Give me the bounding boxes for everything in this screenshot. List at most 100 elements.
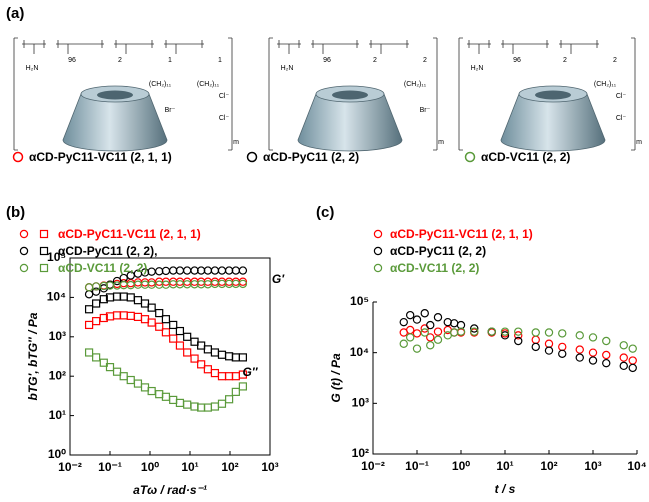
repeat-unit: [559, 40, 599, 54]
data-point: [190, 280, 199, 289]
data-point: [588, 356, 598, 365]
data-point: [238, 382, 247, 391]
data-point: [231, 266, 241, 275]
chem-label: m: [438, 139, 444, 146]
data-point: [514, 327, 523, 336]
data-point: [225, 395, 234, 404]
chem-label: (CH₂)₁₁: [149, 81, 172, 88]
data-point: [91, 282, 101, 291]
data-point: [412, 329, 422, 338]
data-point: [155, 390, 164, 399]
data-point: [426, 320, 435, 330]
chem-label: H₂N: [281, 65, 294, 72]
data-point: [433, 335, 443, 344]
chem-label: Cl⁻: [219, 115, 230, 122]
data-point: [183, 332, 192, 341]
data-point: [449, 328, 459, 337]
data-point: [531, 342, 540, 352]
data-point: [84, 290, 94, 299]
chem-label: Cl⁻: [616, 115, 627, 122]
data-point: [217, 399, 227, 408]
data-point: [217, 350, 227, 359]
data-point: [140, 383, 150, 392]
data-point: [628, 363, 637, 373]
data-point: [161, 328, 171, 337]
y-tick-label: 10⁴: [47, 290, 66, 304]
data-point: [531, 328, 540, 337]
legend-label: αCD-PyC11 (2, 2): [263, 150, 359, 164]
repeat-unit: [369, 40, 409, 54]
chem-label: 2: [613, 57, 617, 64]
data-point: [169, 334, 178, 343]
data-point: [405, 310, 415, 320]
data-point: [500, 327, 510, 336]
data-point: [558, 349, 567, 358]
data-point: [119, 292, 128, 301]
data-point: [190, 354, 199, 363]
x-tick-label: 10⁻¹: [98, 460, 122, 474]
data-point: [217, 266, 227, 275]
data-point: [112, 367, 122, 376]
legend-label: αCD-PyC11 (2, 2),: [58, 244, 157, 258]
data-point: [433, 327, 443, 336]
data-point: [231, 353, 240, 362]
data-point: [161, 315, 171, 324]
x-tick-label: 10⁰: [141, 460, 159, 474]
data-point: [119, 311, 128, 320]
chem-label: 96: [513, 57, 521, 64]
data-point: [231, 387, 240, 396]
data-point: [99, 281, 109, 291]
chem-label: (CH₂)₁₁: [594, 81, 617, 88]
data-point: [575, 353, 584, 362]
data-point: [500, 331, 510, 340]
data-point: [169, 395, 178, 405]
data-point: [126, 375, 135, 385]
data-point: [210, 402, 220, 411]
data-point: [175, 341, 185, 350]
data-point: [92, 317, 101, 326]
data-point: [588, 333, 598, 342]
data-point: [456, 327, 466, 336]
chem-label: H₂N: [26, 65, 39, 72]
legend-label: αCD-VC11 (2, 2): [390, 261, 479, 275]
data-point: [147, 386, 156, 396]
legend-marker: [464, 151, 476, 163]
data-point: [426, 333, 435, 342]
data-point: [238, 353, 247, 362]
data-point: [225, 352, 234, 361]
data-point: [92, 299, 101, 308]
legend-marker: [39, 229, 49, 239]
x-tick-label: 10³: [261, 460, 278, 474]
x-tick-label: 10²: [540, 459, 557, 473]
data-point: [531, 335, 540, 344]
x-tick-label: 10⁴: [627, 459, 646, 473]
legend-marker: [19, 263, 29, 273]
data-point: [412, 315, 422, 324]
data-point: [210, 368, 220, 378]
data-point: [575, 331, 584, 340]
data-point: [155, 322, 164, 331]
cyclodextrin: [62, 85, 168, 152]
data-point: [470, 324, 479, 333]
chem-label: 1: [168, 57, 172, 64]
data-point: [197, 360, 206, 369]
legend-marker: [373, 246, 383, 256]
repeat-unit: [114, 40, 154, 54]
x-tick-label: 10⁻²: [58, 460, 82, 474]
data-point: [175, 326, 185, 336]
data-point: [514, 336, 523, 346]
data-point: [161, 392, 171, 401]
chem-label: (CH₂)₁₁: [197, 81, 220, 88]
data-point: [84, 348, 94, 357]
data-point: [231, 372, 240, 381]
data-point: [210, 348, 220, 357]
x-axis-label: t / s: [495, 482, 516, 496]
data-point: [84, 283, 94, 292]
panel-label: (c): [316, 204, 334, 221]
repeat-unit: [311, 40, 359, 54]
y-tick-label: 10⁰: [48, 447, 66, 461]
x-axis-label: aTω / rad·s⁻¹: [133, 483, 207, 497]
panel-label: (a): [6, 5, 24, 22]
x-tick-label: 10²: [221, 460, 238, 474]
